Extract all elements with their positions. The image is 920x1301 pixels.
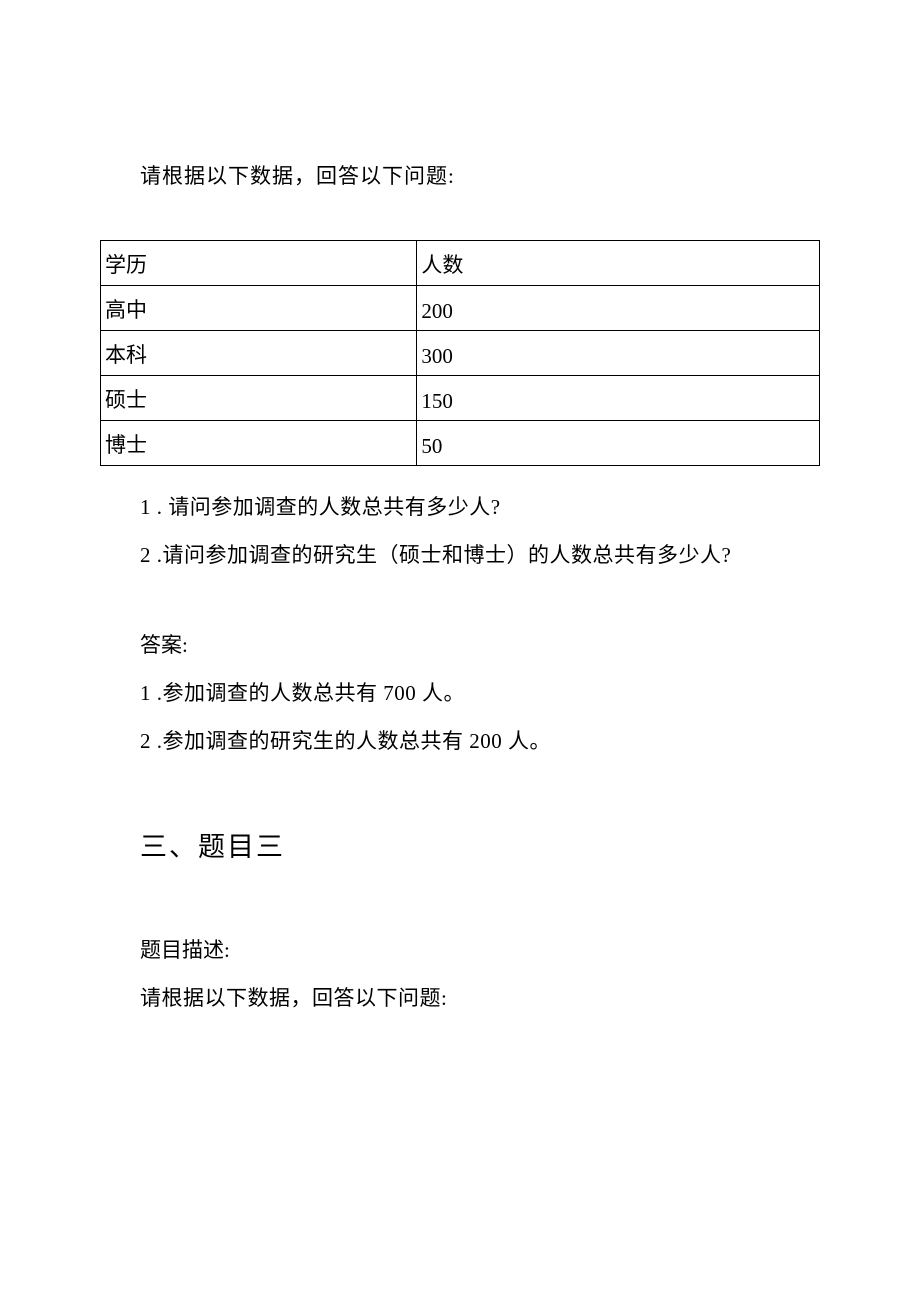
table-cell: 200 [417, 286, 820, 331]
section-title: 三、题目三 [140, 825, 820, 864]
table-cell: 本科 [101, 331, 417, 376]
table-row: 本科 300 [101, 331, 820, 376]
table-cell: 高中 [101, 286, 417, 331]
data-table: 学历 人数 高中 200 本科 300 硕士 150 博士 50 [100, 240, 820, 466]
table-row: 硕士 150 [101, 376, 820, 421]
table-cell: 博士 [101, 421, 417, 466]
table-cell: 150 [417, 376, 820, 421]
table-cell: 硕士 [101, 376, 417, 421]
answer-label: 答案: [140, 629, 820, 659]
table-row: 博士 50 [101, 421, 820, 466]
table-cell: 300 [417, 331, 820, 376]
description-text: 请根据以下数据，回答以下问题: [140, 982, 820, 1012]
table-cell: 50 [417, 421, 820, 466]
question-1: 1 . 请问参加调查的人数总共有多少人? [140, 491, 820, 521]
question-2: 2 .请问参加调查的研究生（硕士和博士）的人数总共有多少人? [140, 539, 820, 569]
intro-text: 请根据以下数据，回答以下问题: [140, 160, 820, 190]
table-header-row: 学历 人数 [101, 241, 820, 286]
answer-2: 2 .参加调查的研究生的人数总共有 200 人。 [140, 725, 820, 755]
answer-1: 1 .参加调查的人数总共有 700 人。 [140, 677, 820, 707]
header-cell-education: 学历 [101, 241, 417, 286]
description-label: 题目描述: [140, 934, 820, 964]
header-cell-count: 人数 [417, 241, 820, 286]
table-row: 高中 200 [101, 286, 820, 331]
